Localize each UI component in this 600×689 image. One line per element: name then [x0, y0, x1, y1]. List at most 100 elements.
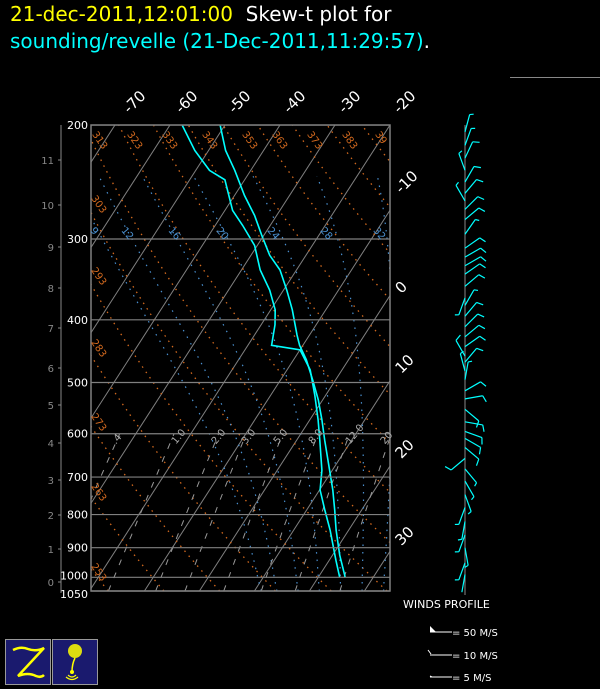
- wind-barb-flag: [478, 207, 486, 212]
- wind-barb: [455, 185, 466, 202]
- wind-barb: [464, 179, 478, 194]
- wind-barb-flag: [475, 458, 480, 466]
- pressure-label: 900: [67, 542, 88, 555]
- wind-barb-flag: [482, 424, 485, 432]
- wind-barb-flag: [474, 482, 478, 487]
- temperature-trace: [219, 125, 346, 578]
- wind-barb-flag: [480, 256, 487, 262]
- wind-barb: [464, 347, 478, 363]
- zebra-logo[interactable]: [5, 639, 51, 685]
- dry-adiabat-label: 313: [89, 130, 109, 152]
- isotherm-label: -30: [334, 87, 364, 117]
- wind-barb-flag: [457, 538, 462, 541]
- dry-adiabat-line: [91, 567, 109, 591]
- height-label: 8: [48, 284, 54, 295]
- wind-barb: [458, 297, 466, 316]
- dry-adiabat-line: [291, 125, 390, 255]
- pressure-label: 1000: [60, 569, 88, 582]
- wind-legend-label: = 5 M/S: [452, 673, 491, 684]
- wind-barb: [464, 219, 476, 235]
- mixing-ratio-line: [339, 435, 390, 591]
- wind-barb-flag: [479, 335, 486, 341]
- wind-barb-flag: [455, 181, 459, 186]
- plot-frame: [90, 124, 391, 592]
- height-label: 2: [48, 511, 54, 522]
- wind-barb: [464, 128, 472, 146]
- isotherm-line: [143, 209, 390, 591]
- dry-adiabat-line: [326, 125, 390, 209]
- wind-barb: [464, 408, 480, 422]
- wind-barb: [450, 457, 466, 471]
- title-line-2: sounding/revelle (21-Dec-2011,11:29:57).: [10, 29, 430, 53]
- dry-adiabat-line: [91, 211, 388, 591]
- wind-barb-flag: [480, 381, 487, 387]
- height-label: 3: [48, 476, 54, 487]
- wind-barb: [464, 289, 475, 306]
- wind-barb: [464, 166, 475, 183]
- wind-barb: [464, 302, 478, 317]
- dry-adiabat-line: [91, 425, 221, 591]
- height-label: 4: [48, 439, 54, 450]
- wind-barb: [464, 437, 481, 448]
- dry-adiabat-label: 363: [269, 130, 289, 152]
- isotherm-label: 20: [392, 436, 418, 462]
- wind-barb-flag: [478, 274, 486, 279]
- dry-adiabat-label: 333: [159, 130, 179, 152]
- mixing-ratio-label: .4: [110, 432, 125, 446]
- wind-barb: [464, 361, 469, 380]
- dry-adiabat-label: 323: [124, 130, 144, 152]
- wind-barb-flag: [479, 263, 486, 269]
- moist-adiabat-label: 28: [318, 225, 335, 242]
- height-label: 5: [48, 401, 54, 412]
- isotherm-line: [198, 294, 390, 591]
- wind-barb-flag: [482, 395, 487, 403]
- isotherm-label: -60: [171, 87, 201, 117]
- wind-barb: [464, 263, 481, 275]
- mixing-ratio-label: 5.0: [272, 427, 291, 446]
- moist-adiabat-label: 32: [371, 225, 388, 242]
- isotherm-label: -40: [279, 87, 309, 117]
- isotherm-label: 30: [392, 523, 418, 549]
- wind-barb: [464, 468, 478, 484]
- wind-barb: [464, 335, 481, 348]
- wind-barb-flag: [459, 350, 464, 355]
- wind-barb: [464, 381, 481, 392]
- mixing-ratio-line: [184, 433, 247, 591]
- wind-barb-flag: [480, 247, 487, 254]
- balloon-logo[interactable]: [52, 639, 98, 685]
- isotherm-label: 0: [392, 278, 411, 297]
- wind-legend-label: = 50 M/S: [452, 628, 498, 639]
- plot-area: [91, 125, 390, 591]
- dry-adiabat-label: 383: [339, 130, 359, 152]
- wind-barb-flag: [477, 313, 485, 318]
- pressure-label: 1050: [60, 588, 88, 601]
- mixing-ratio-label: 12.0: [344, 423, 367, 447]
- wind-barb-flag: [476, 178, 484, 183]
- wind-barb: [464, 421, 483, 426]
- isotherm-label: -70: [119, 87, 149, 117]
- title-line-1: 21-dec-2011,12:01:00 Skew-t plot for: [10, 2, 392, 26]
- wind-barb: [461, 574, 466, 593]
- mixing-ratio-line: [107, 433, 175, 591]
- isotherm-line: [91, 125, 171, 249]
- height-label: 9: [48, 243, 54, 254]
- dry-adiabat-line: [91, 138, 390, 544]
- mixing-ratio-line: [294, 433, 350, 591]
- wind-barb-flag: [477, 196, 485, 201]
- mixing-ratio-line: [260, 433, 319, 591]
- pressure-label: 500: [67, 377, 88, 390]
- dry-adiabat-label: 373: [304, 130, 324, 152]
- isotherm-line: [253, 379, 390, 591]
- wind-barb-flag: [473, 165, 482, 169]
- wind-barb-flag: [478, 324, 486, 330]
- wind-barb: [464, 324, 480, 338]
- wind-barb: [464, 313, 479, 328]
- wind-barb-flag: [478, 447, 482, 455]
- height-label: 1: [48, 545, 54, 556]
- pressure-label: 800: [67, 509, 88, 522]
- wind-barb-flag: [458, 150, 463, 154]
- wind-barb-flag: [455, 334, 461, 341]
- wind-barb: [458, 153, 466, 171]
- wind-barb: [458, 507, 466, 525]
